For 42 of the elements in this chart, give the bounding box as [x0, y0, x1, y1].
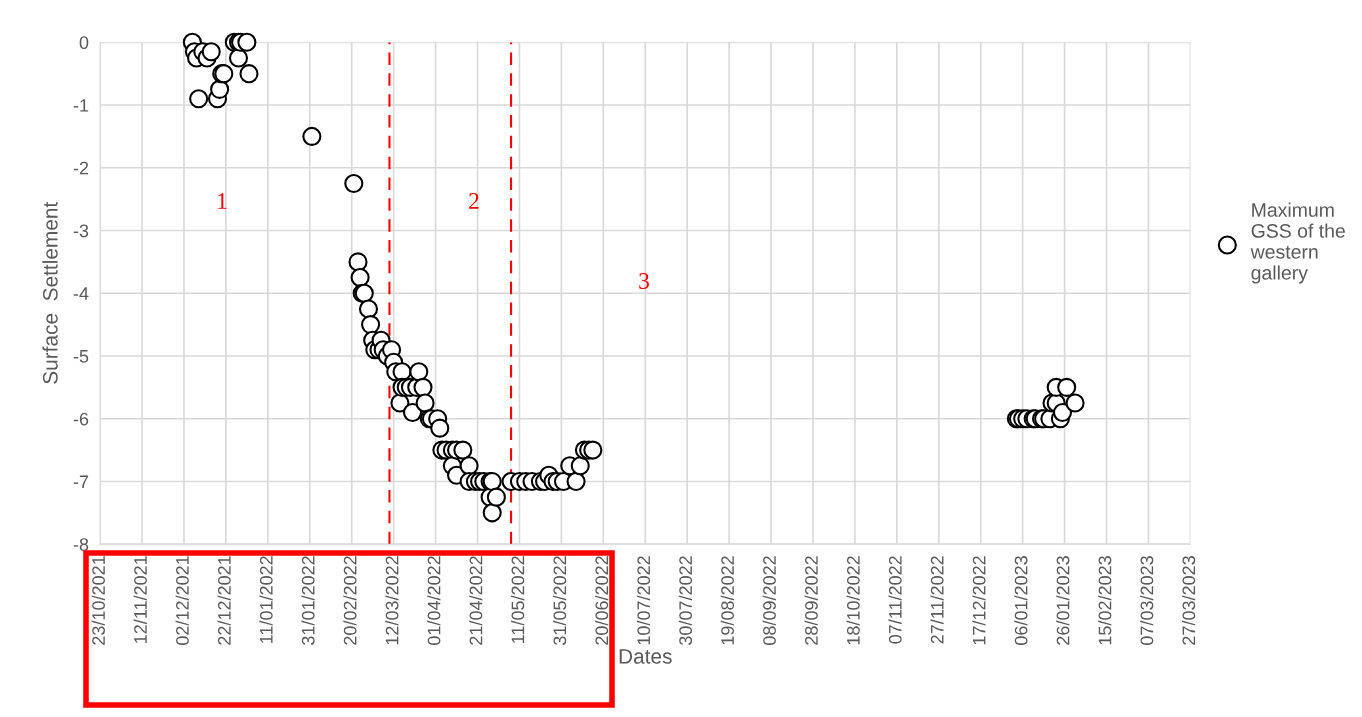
x-tick-label: 07/11/2022	[888, 556, 902, 644]
x-tick-label: 02/12/2021	[175, 556, 189, 645]
x-tick-label: 22/12/2021	[217, 556, 231, 645]
x-tick-label: 23/10/2021	[91, 556, 105, 645]
y-tick-label: -6	[73, 412, 89, 426]
y-tick-label: 0	[79, 36, 89, 50]
x-tick-label: 11/01/2022	[259, 556, 273, 643]
legend-label: Maximum GSS of the western gallery	[1250, 202, 1345, 284]
y-tick-label: -4	[73, 287, 89, 300]
annotation: 3	[639, 273, 649, 289]
x-tick-label: 08/09/2022	[762, 556, 776, 645]
x-tick-label: 21/04/2022	[469, 556, 483, 645]
x-tick-label: 31/01/2022	[301, 556, 315, 645]
annotation: 1	[218, 193, 227, 209]
y-tick-label: -7	[73, 475, 89, 489]
y-tick-label: -5	[73, 350, 89, 363]
x-tick-label: 01/04/2022	[427, 556, 441, 645]
y-tick-label: -3	[73, 224, 89, 238]
x-tick-label: 19/08/2022	[720, 556, 734, 645]
x-tick-label: 10/07/2022	[636, 556, 651, 645]
x-axis-title: Dates	[619, 649, 672, 664]
x-tick-label: 17/12/2022	[972, 556, 986, 645]
x-tick-label: 12/03/2022	[385, 556, 399, 645]
annotation: 2	[469, 193, 479, 209]
x-tick-label: 20/02/2022	[343, 556, 357, 645]
x-tick-label: 12/11/2021	[133, 556, 147, 643]
x-tick-label: 26/01/2023	[1056, 556, 1070, 645]
y-tick-label: -2	[73, 161, 89, 175]
x-tick-label: 06/01/2023	[1014, 556, 1028, 645]
x-tick-label: 15/02/2023	[1098, 556, 1112, 645]
x-tick-label: 20/06/2022	[594, 556, 609, 645]
x-tick-label: 31/05/2022	[552, 556, 567, 645]
x-tick-label: 30/07/2022	[678, 556, 693, 645]
x-tick-label: 28/09/2022	[804, 556, 818, 645]
x-tick-label: 07/03/2023	[1140, 556, 1154, 645]
x-tick-label: 18/10/2022	[846, 556, 860, 645]
y-tick-label: -8	[73, 538, 89, 551]
y-tick-label: -1	[73, 99, 89, 112]
x-tick-label: 11/05/2022	[511, 556, 525, 643]
x-tick-label: 27/11/2022	[930, 556, 944, 644]
x-tick-label: 27/03/2023	[1181, 556, 1196, 645]
y-axis-title: Surface Settlement	[42, 201, 58, 384]
